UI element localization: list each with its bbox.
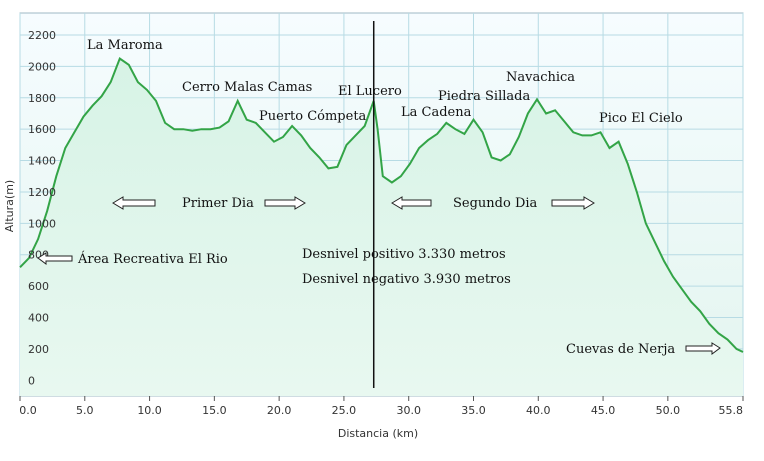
start-label-area-recreativa: Área Recreativa El Rio bbox=[77, 251, 228, 267]
x-tick-label: 20.0 bbox=[267, 404, 292, 417]
second-day-label: Segundo Dia bbox=[453, 196, 538, 211]
y-tick-label: 1400 bbox=[28, 155, 56, 168]
x-axis-ticks: 0.0 5.0 10.0 15.0 20.0 25.0 30.0 35.0 40.0 45.0 50… bbox=[19, 396, 744, 417]
elevation-line bbox=[19, 56, 744, 353]
x-tick-label: 0.0 bbox=[19, 404, 37, 417]
x-axis-title: Distancia (km) bbox=[338, 427, 418, 440]
peak-label-la-cadena: La Cadena bbox=[401, 105, 472, 120]
peak-label-pico-el-cielo: Pico El Cielo bbox=[599, 111, 683, 126]
negative-elevation-gain-label: Desnivel negativo 3.930 metros bbox=[302, 272, 511, 287]
arrow-left-icon bbox=[37, 252, 73, 265]
y-tick-label: 0 bbox=[28, 374, 35, 387]
arrow-left-icon bbox=[112, 196, 156, 210]
x-tick-label: 15.0 bbox=[202, 404, 227, 417]
x-tick-label: 40.0 bbox=[526, 404, 551, 417]
x-tick-label: 35.0 bbox=[461, 404, 486, 417]
y-tick-label: 1200 bbox=[28, 186, 56, 199]
y-tick-label: 400 bbox=[28, 312, 49, 325]
y-tick-label: 1800 bbox=[28, 92, 56, 105]
y-axis-title: Altura(m) bbox=[3, 180, 16, 232]
end-label-cuevas-de-nerja: Cuevas de Nerja bbox=[566, 342, 675, 357]
first-day-label: Primer Dia bbox=[182, 196, 254, 211]
positive-elevation-gain-label: Desnivel positivo 3.330 metros bbox=[302, 247, 506, 262]
y-tick-label: 1000 bbox=[28, 217, 56, 230]
elevation-area bbox=[20, 58, 743, 396]
peak-label-navachica: Navachica bbox=[506, 70, 575, 85]
x-tick-label: 5.0 bbox=[76, 404, 94, 417]
x-tick-label: 45.0 bbox=[591, 404, 616, 417]
y-tick-label: 2200 bbox=[28, 29, 56, 42]
y-tick-label: 600 bbox=[28, 280, 49, 293]
y-tick-label: 1600 bbox=[28, 123, 56, 136]
peak-label-el-lucero: El Lucero bbox=[338, 84, 402, 99]
x-tick-label: 30.0 bbox=[396, 404, 421, 417]
arrow-right-icon bbox=[685, 342, 721, 355]
y-tick-label: 2000 bbox=[28, 60, 56, 73]
peak-label-piedra-sillada: Piedra Sillada bbox=[438, 89, 530, 104]
arrow-right-icon bbox=[264, 196, 306, 210]
peak-label-puerto-competa: Puerto Cómpeta bbox=[259, 109, 367, 124]
arrow-right-icon bbox=[551, 196, 595, 210]
x-tick-label: 55.8 bbox=[719, 404, 744, 417]
y-tick-label: 200 bbox=[28, 343, 49, 356]
peak-label-cerro-malas-camas: Cerro Malas Camas bbox=[182, 80, 312, 95]
x-tick-label: 10.0 bbox=[137, 404, 162, 417]
arrow-left-icon bbox=[391, 196, 432, 210]
x-tick-label: 50.0 bbox=[656, 404, 681, 417]
peak-label-la-maroma: La Maroma bbox=[87, 38, 163, 53]
x-tick-label: 25.0 bbox=[332, 404, 357, 417]
